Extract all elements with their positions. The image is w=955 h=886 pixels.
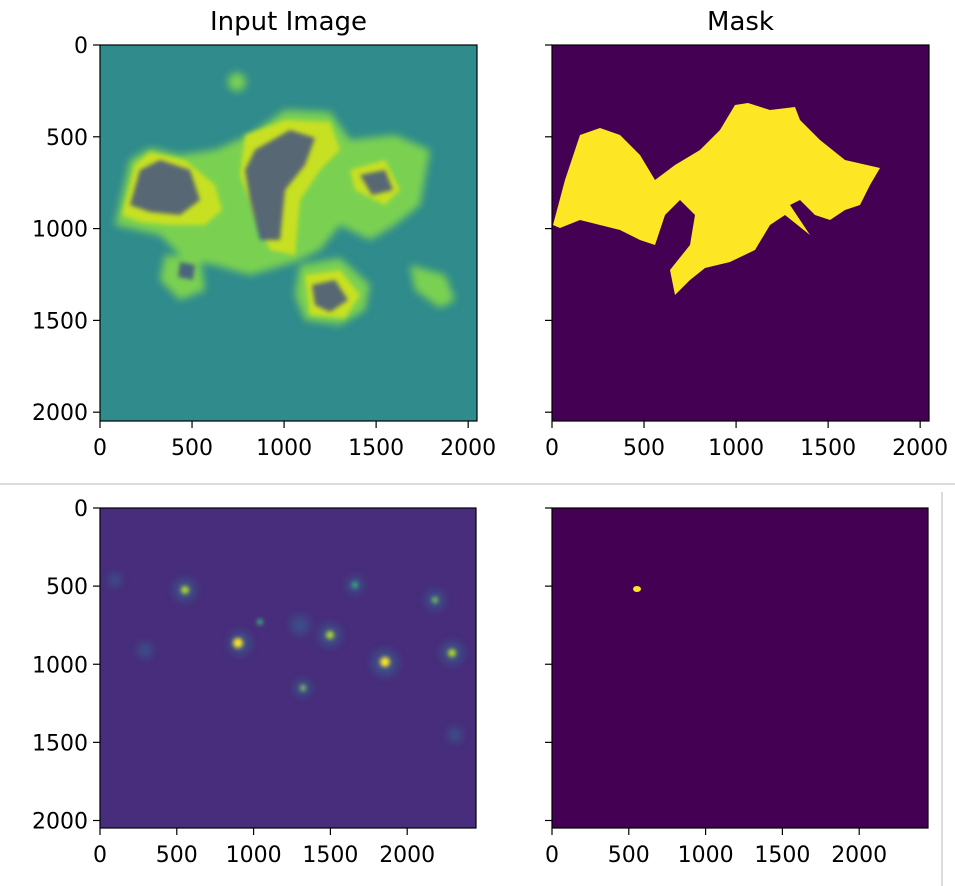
x-tick-label: 2000 <box>379 843 435 868</box>
x-tick-label: 2000 <box>892 436 948 461</box>
x-tick-label: 0 <box>545 843 559 868</box>
y-tick-label: 1500 <box>32 731 88 756</box>
y-tick-label: 0 <box>74 34 88 59</box>
y-tick-label: 1000 <box>32 653 88 678</box>
x-tick-label: 500 <box>171 436 213 461</box>
x-tick-label: 500 <box>623 436 665 461</box>
mask-image <box>552 508 928 828</box>
input-image <box>100 45 477 421</box>
x-tick-label: 0 <box>93 436 107 461</box>
x-tick-label: 500 <box>608 843 650 868</box>
x-tick-label: 1000 <box>256 436 312 461</box>
panel-title: Mask <box>707 7 774 37</box>
x-tick-label: 1000 <box>226 843 282 868</box>
mask-image <box>552 45 929 421</box>
figure: Input Image05001000150020000500100015002… <box>0 0 955 886</box>
y-tick-label: 0 <box>74 497 88 522</box>
y-tick-label: 500 <box>46 126 88 151</box>
x-tick-label: 0 <box>545 436 559 461</box>
x-tick-label: 0 <box>93 843 107 868</box>
x-tick-label: 1000 <box>708 436 764 461</box>
y-tick-label: 1500 <box>32 309 88 334</box>
y-tick-label: 1000 <box>32 218 88 243</box>
panel-title: Input Image <box>210 7 367 37</box>
x-tick-label: 1500 <box>302 843 358 868</box>
x-tick-label: 1500 <box>800 436 856 461</box>
y-tick-label: 500 <box>46 575 88 600</box>
y-tick-label: 2000 <box>32 401 88 426</box>
x-tick-label: 500 <box>156 843 198 868</box>
x-tick-label: 1000 <box>678 843 734 868</box>
x-tick-label: 2000 <box>440 436 496 461</box>
input-image <box>100 508 476 828</box>
x-tick-label: 1500 <box>754 843 810 868</box>
x-tick-label: 1500 <box>348 436 404 461</box>
y-tick-label: 2000 <box>32 810 88 835</box>
x-tick-label: 2000 <box>831 843 887 868</box>
